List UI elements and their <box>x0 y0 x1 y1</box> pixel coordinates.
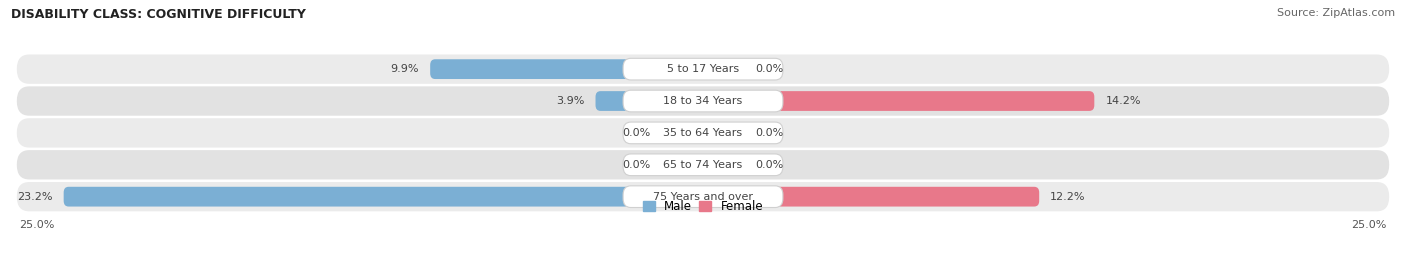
FancyBboxPatch shape <box>623 58 783 80</box>
Text: 0.0%: 0.0% <box>755 160 783 170</box>
Text: 65 to 74 Years: 65 to 74 Years <box>664 160 742 170</box>
FancyBboxPatch shape <box>63 187 703 207</box>
FancyBboxPatch shape <box>17 118 1389 148</box>
Text: 14.2%: 14.2% <box>1105 96 1140 106</box>
Text: 18 to 34 Years: 18 to 34 Years <box>664 96 742 106</box>
FancyBboxPatch shape <box>623 154 783 176</box>
Text: 0.0%: 0.0% <box>755 64 783 74</box>
FancyBboxPatch shape <box>17 150 1389 179</box>
Text: 25.0%: 25.0% <box>1351 220 1386 230</box>
FancyBboxPatch shape <box>17 55 1389 84</box>
FancyBboxPatch shape <box>430 59 703 79</box>
FancyBboxPatch shape <box>17 182 1389 211</box>
FancyBboxPatch shape <box>703 59 744 79</box>
FancyBboxPatch shape <box>17 86 1389 116</box>
Text: Source: ZipAtlas.com: Source: ZipAtlas.com <box>1277 8 1395 18</box>
Text: 0.0%: 0.0% <box>623 128 651 138</box>
FancyBboxPatch shape <box>703 123 744 143</box>
Text: 12.2%: 12.2% <box>1050 192 1085 202</box>
Text: 75 Years and over: 75 Years and over <box>652 192 754 202</box>
Text: 9.9%: 9.9% <box>391 64 419 74</box>
FancyBboxPatch shape <box>623 90 783 112</box>
FancyBboxPatch shape <box>662 123 703 143</box>
Text: 3.9%: 3.9% <box>557 96 585 106</box>
Text: 35 to 64 Years: 35 to 64 Years <box>664 128 742 138</box>
FancyBboxPatch shape <box>703 91 1094 111</box>
Text: DISABILITY CLASS: COGNITIVE DIFFICULTY: DISABILITY CLASS: COGNITIVE DIFFICULTY <box>11 8 307 21</box>
FancyBboxPatch shape <box>662 155 703 175</box>
FancyBboxPatch shape <box>623 122 783 144</box>
Text: 23.2%: 23.2% <box>17 192 52 202</box>
Text: 5 to 17 Years: 5 to 17 Years <box>666 64 740 74</box>
FancyBboxPatch shape <box>703 155 744 175</box>
FancyBboxPatch shape <box>703 187 1039 207</box>
FancyBboxPatch shape <box>623 186 783 207</box>
FancyBboxPatch shape <box>596 91 703 111</box>
Legend: Male, Female: Male, Female <box>638 196 768 218</box>
Text: 25.0%: 25.0% <box>20 220 55 230</box>
Text: 0.0%: 0.0% <box>623 160 651 170</box>
Text: 0.0%: 0.0% <box>755 128 783 138</box>
